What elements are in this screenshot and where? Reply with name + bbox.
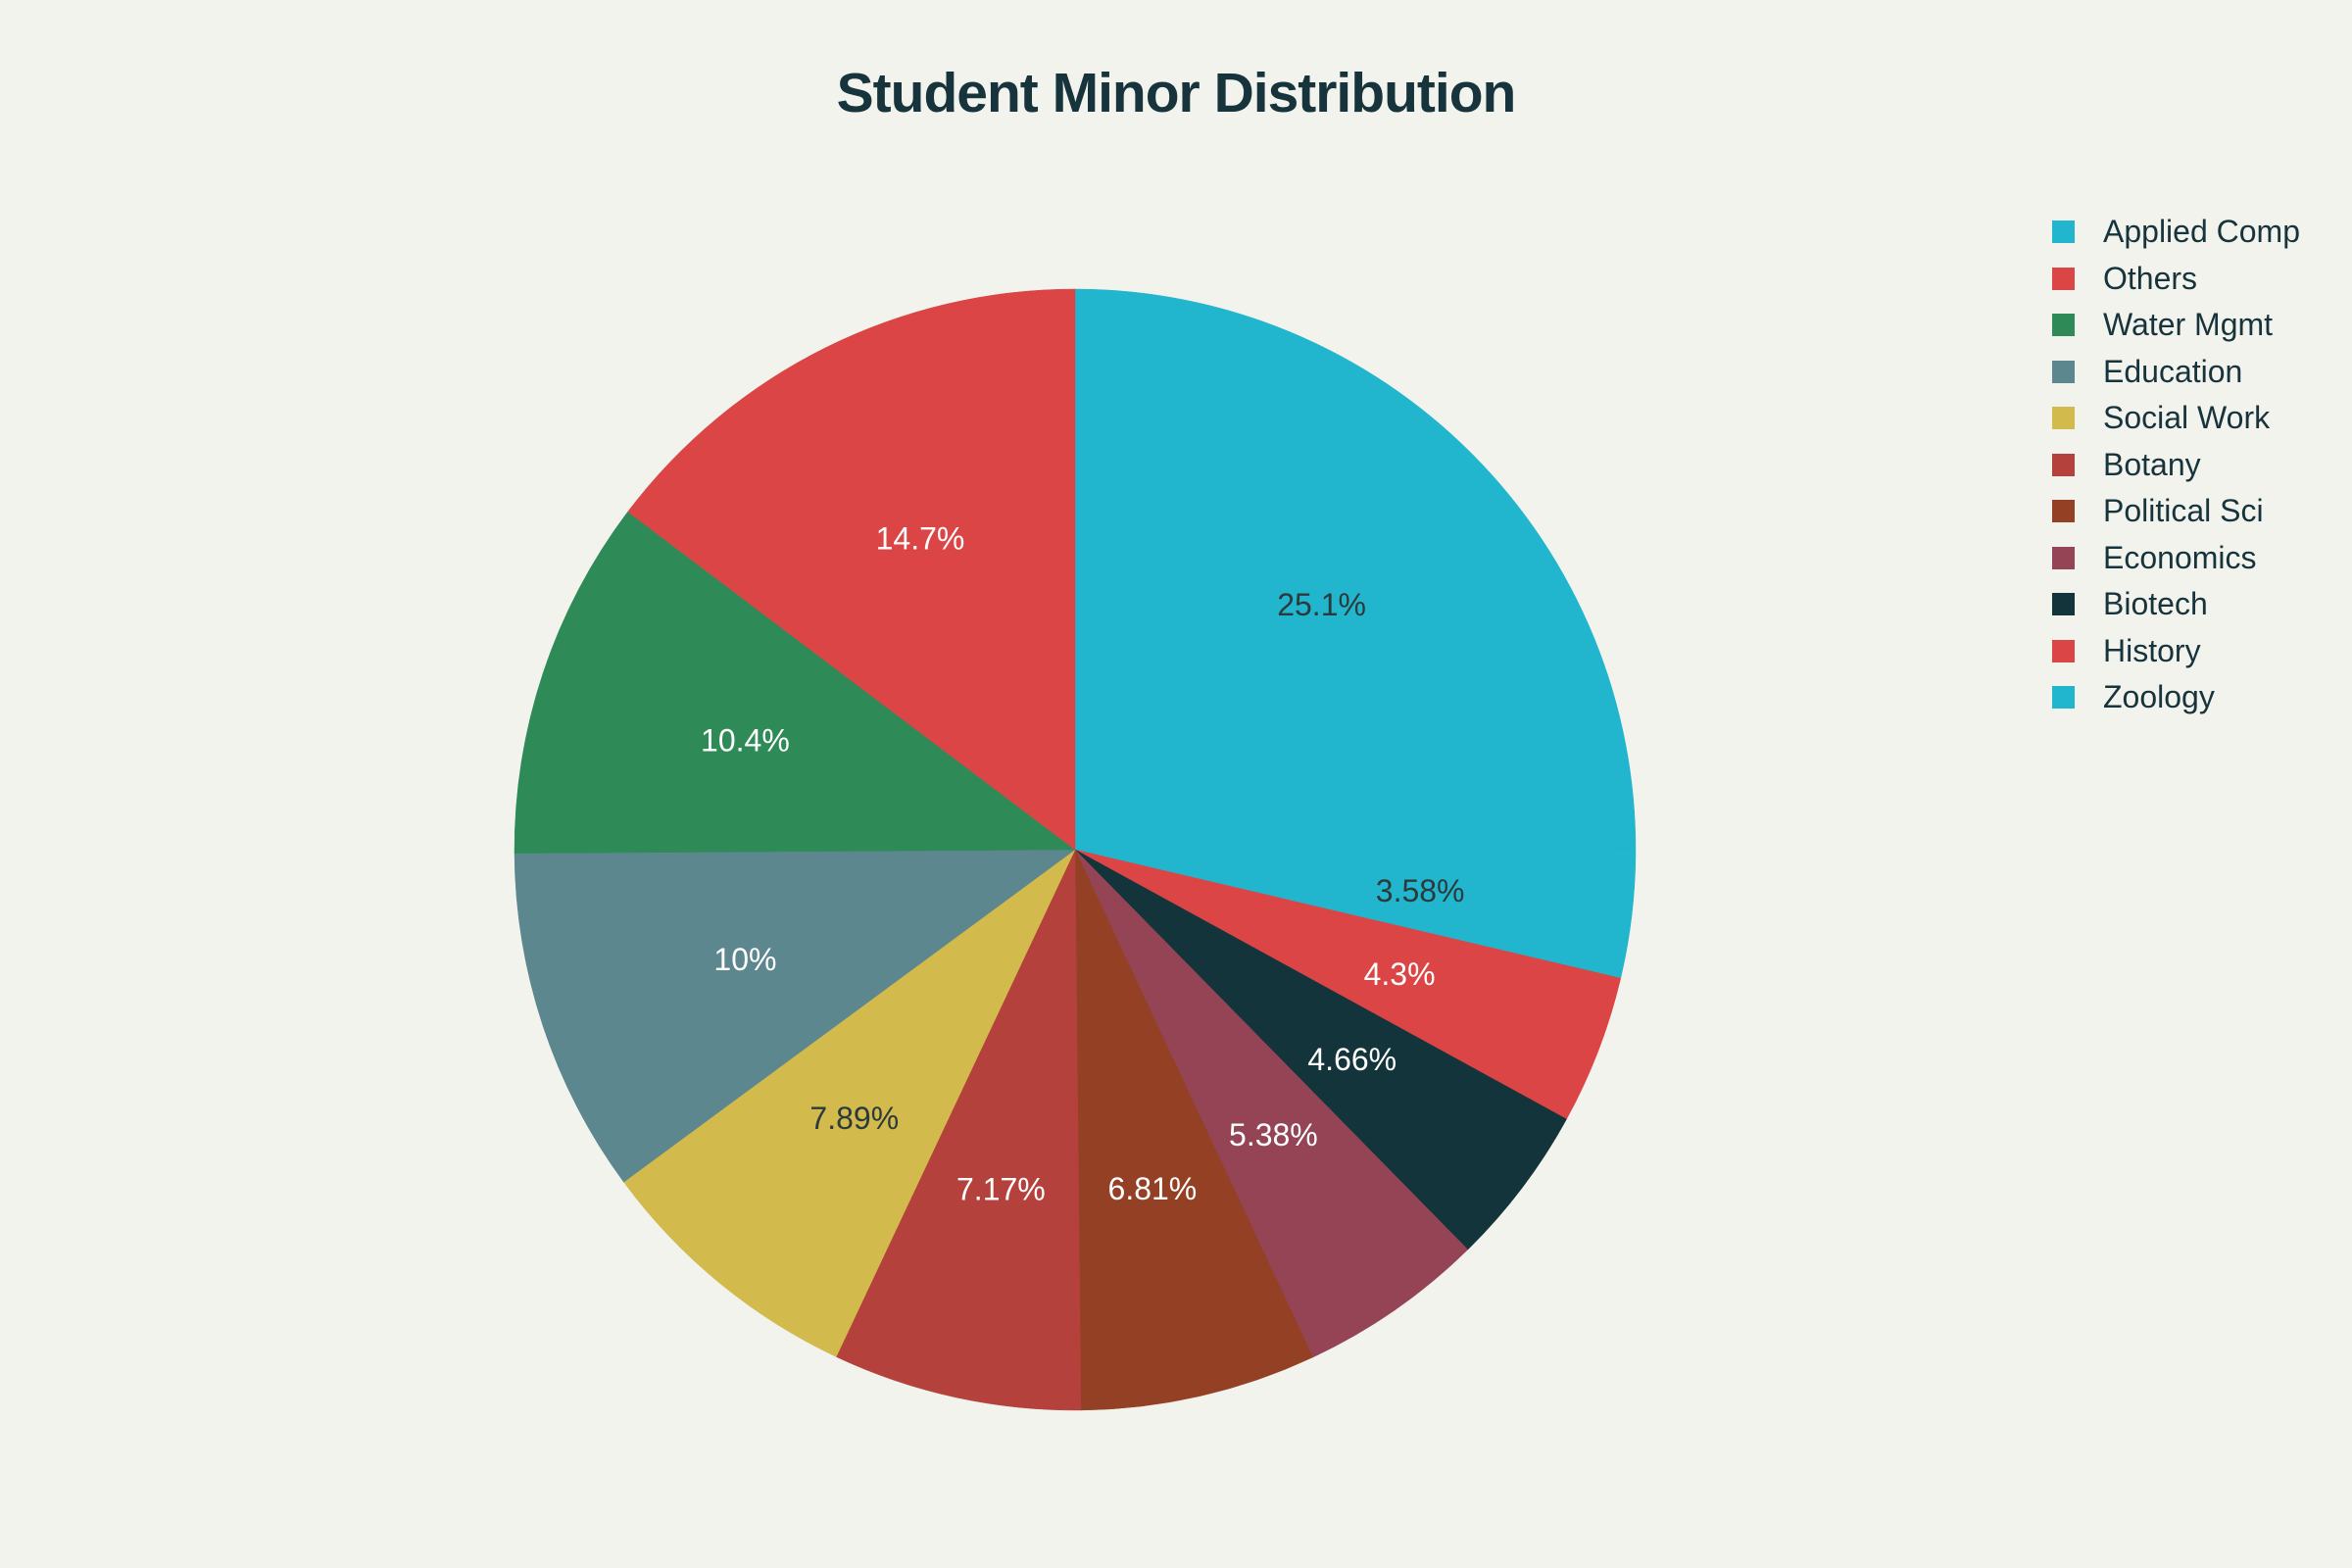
pie-slice-labels: 25.1% 3.58% 4.3% 4.66% 5.38% 6.81% 7.17% 7.89% 1… <box>701 521 1464 1207</box>
pie-slice-education[interactable] <box>514 849 1076 1183</box>
legend-item[interactable]: Social Work <box>2052 395 2346 442</box>
legend-label: Botany <box>2103 446 2201 482</box>
legend-item[interactable]: Others <box>2052 256 2346 303</box>
legend-swatch <box>2052 360 2075 383</box>
pie-slice-value-label: 10.4% <box>701 722 790 758</box>
pie-slice-value-label: 4.3% <box>1364 956 1436 992</box>
pie-slice-others[interactable] <box>627 288 1076 851</box>
legend-swatch <box>2052 453 2075 476</box>
legend-item[interactable]: Education <box>2052 349 2346 396</box>
pie-slice-applied-comp[interactable] <box>1074 288 1637 854</box>
legend-item[interactable]: Political Sci <box>2052 488 2346 535</box>
pie-slice-botany[interactable] <box>835 849 1082 1411</box>
legend-swatch <box>2052 546 2075 569</box>
legend-item[interactable]: Water Mgmt <box>2052 302 2346 349</box>
legend-swatch <box>2052 500 2075 523</box>
legend-swatch <box>2052 639 2075 662</box>
legend-label: Biotech <box>2103 586 2208 622</box>
legend-label: Water Mgmt <box>2103 307 2274 343</box>
pie-slice-value-label: 5.38% <box>1229 1117 1318 1152</box>
legend-swatch <box>2052 220 2075 244</box>
legend-label: Zoology <box>2103 679 2215 715</box>
pie-slice-social-work[interactable] <box>623 849 1076 1357</box>
pie-slice-water-mgmt[interactable] <box>514 511 1076 854</box>
chart-title: Student Minor Distribution <box>836 62 1517 124</box>
chart-legend: Applied Comp Others Water Mgmt Education Soc… <box>2052 209 2346 721</box>
legend-swatch <box>2052 267 2075 290</box>
pie-slice-political-sci[interactable] <box>1074 849 1314 1411</box>
pie-slice-value-label: 3.58% <box>1376 873 1465 908</box>
legend-label: History <box>2103 632 2201 668</box>
pie-slice-value-label: 7.17% <box>956 1171 1046 1206</box>
legend-item[interactable]: Zoology <box>2052 674 2346 721</box>
legend-item[interactable]: Botany <box>2052 442 2346 489</box>
pie-slice-value-label: 14.7% <box>876 521 965 557</box>
pie-slices <box>514 288 1637 1411</box>
legend-swatch <box>2052 686 2075 710</box>
pie-slice-economics[interactable] <box>1074 849 1469 1358</box>
legend-label: Economics <box>2103 539 2257 575</box>
legend-item[interactable]: Economics <box>2052 535 2346 582</box>
legend-swatch <box>2052 314 2075 337</box>
pie-slice-biotech[interactable] <box>1074 849 1567 1250</box>
legend-item[interactable]: History <box>2052 628 2346 675</box>
pie-slice-value-label: 25.1% <box>1277 587 1366 622</box>
legend-label: Political Sci <box>2103 493 2264 529</box>
legend-label: Education <box>2103 353 2243 389</box>
legend-item[interactable]: Biotech <box>2052 581 2346 628</box>
legend-label: Others <box>2103 260 2198 296</box>
legend-label: Social Work <box>2103 400 2271 436</box>
pie-slice-value-label: 4.66% <box>1307 1042 1396 1077</box>
pie-slice-value-label: 10% <box>713 942 776 977</box>
legend-swatch <box>2052 593 2075 616</box>
pie-slice-value-label: 7.89% <box>809 1101 899 1136</box>
legend-label: Applied Comp <box>2103 214 2300 250</box>
pie-slice-value-label: 6.81% <box>1108 1171 1198 1206</box>
legend-swatch <box>2052 407 2075 430</box>
legend-item[interactable]: Applied Comp <box>2052 209 2346 256</box>
